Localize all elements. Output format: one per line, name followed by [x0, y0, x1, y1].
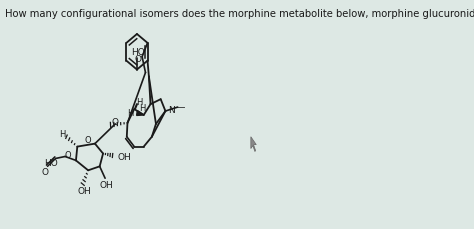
Text: H: H [139, 103, 146, 112]
Text: HO: HO [131, 48, 145, 57]
Text: O: O [112, 118, 119, 127]
Text: How many configurational isomers does the morphine metabolite below, morphine gl: How many configurational isomers does th… [6, 9, 474, 19]
Text: O: O [84, 136, 91, 144]
Text: H: H [127, 108, 134, 117]
Text: H: H [59, 130, 65, 139]
Text: OH: OH [118, 152, 132, 161]
Text: HO: HO [45, 158, 58, 167]
Text: O: O [135, 55, 142, 64]
Text: —: — [177, 103, 185, 112]
Polygon shape [251, 137, 256, 152]
Text: O: O [41, 167, 48, 176]
Text: O: O [64, 150, 71, 159]
Text: OH: OH [78, 186, 91, 195]
Text: OH: OH [100, 180, 113, 189]
Polygon shape [137, 111, 144, 116]
Text: H: H [137, 97, 143, 106]
Text: N: N [168, 105, 175, 114]
